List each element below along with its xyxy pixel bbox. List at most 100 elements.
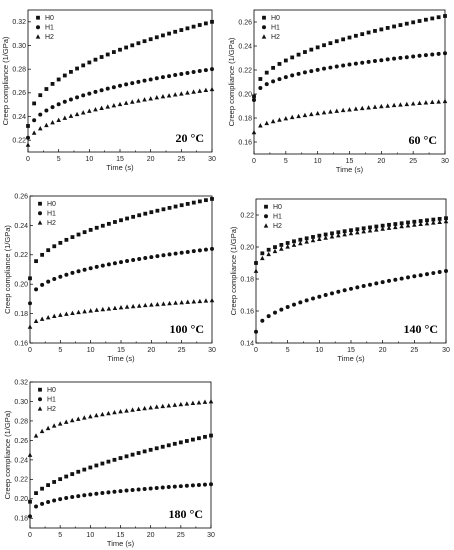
data-point <box>70 235 75 239</box>
x-axis-label: Time (s) <box>337 354 365 363</box>
legend-marker <box>264 204 268 209</box>
legend-label: H2 <box>271 34 280 41</box>
data-point <box>166 443 171 448</box>
data-point <box>142 449 147 454</box>
data-point <box>173 300 178 305</box>
legend-label: H1 <box>45 25 54 32</box>
x-tick-label: 15 <box>117 532 125 539</box>
data-point <box>161 33 165 38</box>
data-point <box>210 197 214 201</box>
data-point <box>70 472 75 476</box>
data-point <box>125 216 129 221</box>
data-point <box>137 256 142 261</box>
data-point <box>118 409 123 414</box>
y-tick-label: 0.26 <box>12 90 26 97</box>
data-point <box>304 236 309 241</box>
data-point <box>425 218 429 223</box>
data-point <box>106 306 112 311</box>
data-point <box>27 324 33 329</box>
data-point <box>334 64 339 69</box>
legend-marker <box>36 15 40 20</box>
data-point <box>50 119 55 125</box>
data-point <box>68 113 74 118</box>
data-point <box>82 415 87 420</box>
data-point <box>154 446 159 451</box>
data-point <box>94 412 99 418</box>
data-point <box>347 107 352 112</box>
data-point <box>166 93 172 98</box>
data-point <box>423 100 429 105</box>
y-tick-label: 0.20 <box>14 282 28 289</box>
data-point <box>380 226 385 231</box>
data-point <box>203 68 208 73</box>
temperature-label: 60 °C <box>409 133 437 147</box>
y-tick-label: 0.24 <box>14 457 28 464</box>
y-tick-label: 0.24 <box>12 114 26 121</box>
data-point <box>328 65 333 70</box>
y-axis-label: Creep compliance (1/GPa) <box>3 225 12 314</box>
data-point <box>40 252 45 257</box>
data-point <box>58 312 63 317</box>
data-point <box>334 108 340 113</box>
data-point <box>203 298 209 303</box>
data-point <box>75 416 81 421</box>
data-point <box>118 456 123 460</box>
data-point <box>94 225 99 230</box>
legend-label: H2 <box>273 223 282 230</box>
data-point <box>359 105 365 111</box>
y-tick-label: 0.22 <box>14 477 28 484</box>
data-point <box>129 99 135 104</box>
data-point <box>34 491 38 496</box>
data-point <box>410 101 416 106</box>
data-point <box>209 297 215 303</box>
data-point <box>44 122 49 128</box>
data-point <box>392 24 396 29</box>
data-point <box>264 82 269 87</box>
data-point <box>366 105 371 110</box>
data-point <box>322 66 327 71</box>
data-point <box>424 17 428 22</box>
data-point <box>253 268 259 273</box>
data-point <box>33 318 39 324</box>
data-point <box>28 301 32 306</box>
chart-panel: 0 5 10 15 20 25 30 0.16 0.18 0.20 0.22 0.24 0.26 Time… <box>3 193 216 363</box>
data-point <box>417 100 422 106</box>
data-point <box>296 113 301 119</box>
data-point <box>34 504 39 509</box>
y-tick-label: 0.22 <box>238 67 252 74</box>
y-tick-label: 0.26 <box>14 438 28 445</box>
data-point <box>386 225 392 230</box>
data-point <box>334 39 339 44</box>
data-point <box>161 253 166 258</box>
data-point <box>32 101 37 106</box>
data-point <box>285 304 290 309</box>
data-point <box>285 244 290 249</box>
data-point <box>52 277 57 282</box>
x-axis-label: Time (s) <box>107 354 135 363</box>
legend-marker <box>264 214 268 219</box>
legend-marker <box>37 220 43 225</box>
data-point <box>399 223 404 229</box>
data-point <box>336 230 341 235</box>
data-point <box>113 220 117 224</box>
data-point <box>50 105 55 110</box>
data-point <box>131 214 136 219</box>
data-point <box>105 86 110 91</box>
data-point <box>31 130 37 135</box>
data-point <box>52 244 57 249</box>
legend-label: H1 <box>47 397 56 404</box>
data-point <box>353 61 358 66</box>
data-point <box>373 29 377 33</box>
x-tick-label: 15 <box>347 347 355 354</box>
data-point <box>106 221 111 226</box>
y-tick-label: 0.28 <box>14 418 28 425</box>
y-tick-label: 0.26 <box>238 19 252 26</box>
data-point <box>119 218 123 223</box>
data-point <box>417 19 422 23</box>
data-point <box>179 28 184 32</box>
y-tick-label: 0.32 <box>12 19 26 26</box>
data-point <box>366 59 371 64</box>
data-point <box>429 99 435 105</box>
data-point <box>143 256 148 260</box>
